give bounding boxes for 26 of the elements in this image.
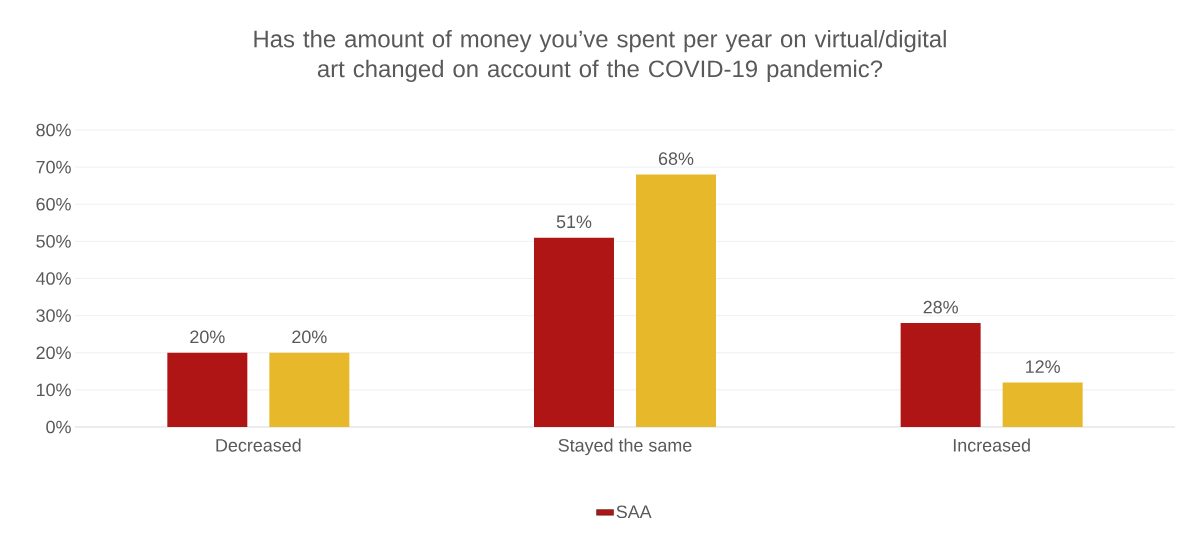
y-tick-label: 40%	[36, 272, 71, 285]
x-tick-label: Increased	[953, 438, 1030, 452]
chart-title: Has the amount of money you’ve spent per year on virtual/digital art changed on account of the COVID-19 pandemic?	[254, 29, 946, 83]
data-label: 12%	[1026, 360, 1060, 373]
data-label: 28%	[923, 300, 958, 314]
x-tick-label: Stayed the same	[558, 438, 692, 456]
bar	[269, 352, 350, 427]
bar	[900, 323, 981, 427]
data-label: 20%	[292, 330, 327, 344]
y-tick-label: 0%	[46, 420, 71, 434]
bar	[533, 237, 614, 427]
y-tick-label: 20%	[36, 346, 71, 360]
data-label: 68%	[658, 152, 694, 166]
x-tick-label: Decreased	[216, 438, 301, 452]
data-label: 51%	[556, 215, 592, 229]
y-tick-label: 80%	[36, 123, 71, 137]
bar	[167, 352, 248, 427]
y-tick-label: 10%	[36, 383, 71, 397]
y-tick-label: 70%	[36, 160, 71, 174]
y-tick-label: 50%	[36, 235, 71, 248]
data-label: 20%	[190, 330, 225, 344]
legend-label: SAA	[616, 505, 652, 519]
bar	[635, 174, 716, 427]
y-tick-label: 30%	[36, 309, 71, 322]
bar	[1002, 382, 1083, 427]
y-tick-label: 60%	[36, 197, 71, 211]
